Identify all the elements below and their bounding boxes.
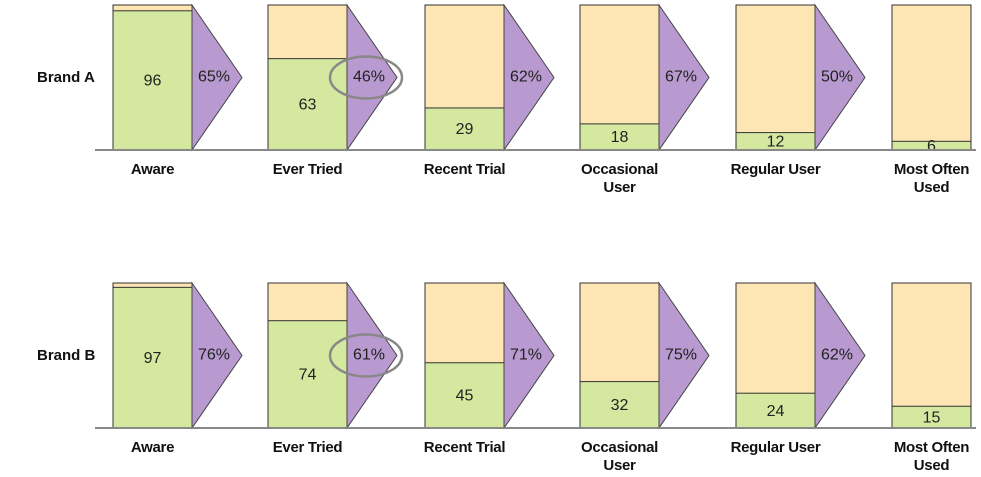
stage-box [891,282,972,429]
value-label: 24 [767,403,785,420]
value-label: 74 [299,367,317,384]
conversion-label: 71% [510,347,542,364]
stage-label: Most Often Used [893,439,970,474]
value-label: 15 [923,409,941,426]
stage-label: Occasional User [580,161,659,196]
conversion-label: 67% [665,69,697,86]
value-label: 45 [456,388,474,405]
conversion-arrow [658,281,710,430]
value-label: 97 [144,350,162,367]
value-label: 32 [611,397,629,414]
conversion-arrow [346,3,398,152]
conversion-label: 62% [510,69,542,86]
conversion-arrow [191,281,243,430]
conversion-arrow [346,281,398,430]
bar [579,381,660,429]
value-label: 12 [767,134,785,151]
conversion-arrow [814,281,866,430]
conversion-label: 76% [198,347,230,364]
stage-label: Regular User [730,439,821,456]
conversion-arrow [658,3,710,152]
conversion-label: 62% [821,347,853,364]
conversion-label: 75% [665,347,697,364]
conversion-arrow [191,3,243,152]
stage-label: Ever Tried [272,161,343,178]
stage-label: Most Often Used [893,161,970,196]
stage-box [891,4,972,151]
row-label: Brand A [37,68,95,86]
bar [112,10,193,151]
conversion-arrow [814,3,866,152]
conversion-label: 46% [353,69,385,86]
conversion-label: 50% [821,69,853,86]
stage-box [735,4,816,151]
stage-label: Aware [130,161,175,178]
conversion-arrow [503,3,555,152]
conversion-label: 65% [198,69,230,86]
stage-label: Regular User [730,161,821,178]
row-label: Brand B [37,346,96,364]
bar [267,58,348,151]
stage-label: Recent Trial [423,161,506,178]
highlight-circle [328,55,404,100]
bar [579,123,660,151]
value-label: 6 [927,138,936,155]
conversion-label: 61% [353,347,385,364]
bar [424,107,505,151]
stage-label: Recent Trial [423,439,506,456]
stage-label: Aware [130,439,175,456]
value-label: 63 [299,97,317,114]
highlight-circle [328,333,404,378]
value-label: 96 [144,73,162,90]
conversion-arrow [503,281,555,430]
value-label: 29 [456,121,474,138]
value-label: 18 [611,129,629,146]
stage-label: Ever Tried [272,439,343,456]
stage-label: Occasional User [580,439,659,474]
